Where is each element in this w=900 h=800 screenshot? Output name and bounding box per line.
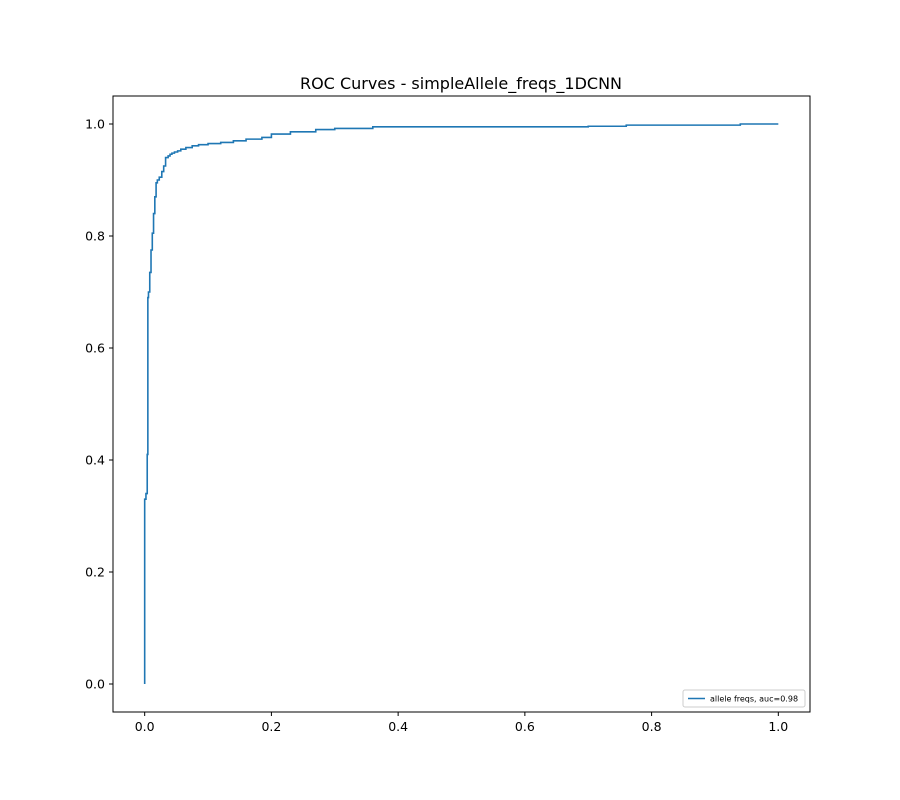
axes-frame bbox=[112, 95, 811, 713]
x-tick-label: 0.0 bbox=[135, 719, 155, 734]
chart-title: ROC Curves - simpleAllele_freqs_1DCNN bbox=[300, 74, 622, 94]
x-tick-label: 1.0 bbox=[768, 719, 788, 734]
x-axis: 0.0 0.2 0.4 0.6 0.8 1.0 bbox=[135, 712, 788, 734]
roc-series-line bbox=[143, 123, 779, 684]
x-tick-label: 0.4 bbox=[388, 719, 408, 734]
x-tick-label: 0.8 bbox=[642, 719, 662, 734]
y-tick-label: 0.8 bbox=[85, 229, 105, 244]
legend-label: allele freqs, auc=0.98 bbox=[710, 695, 798, 704]
y-axis: 0.0 0.2 0.4 0.6 0.8 1.0 bbox=[85, 117, 113, 692]
y-tick-label: 0.4 bbox=[85, 453, 105, 468]
y-tick-label: 0.2 bbox=[85, 565, 105, 580]
y-tick-label: 0.6 bbox=[85, 341, 105, 356]
y-tick-label: 1.0 bbox=[85, 117, 105, 132]
y-tick-label: 0.0 bbox=[85, 677, 105, 692]
x-tick-label: 0.2 bbox=[261, 719, 281, 734]
series-layer bbox=[143, 123, 779, 684]
x-tick-label: 0.6 bbox=[515, 719, 535, 734]
legend-box bbox=[682, 689, 806, 708]
legend: allele freqs, auc=0.98 bbox=[682, 689, 806, 708]
plot-area bbox=[112, 95, 811, 713]
